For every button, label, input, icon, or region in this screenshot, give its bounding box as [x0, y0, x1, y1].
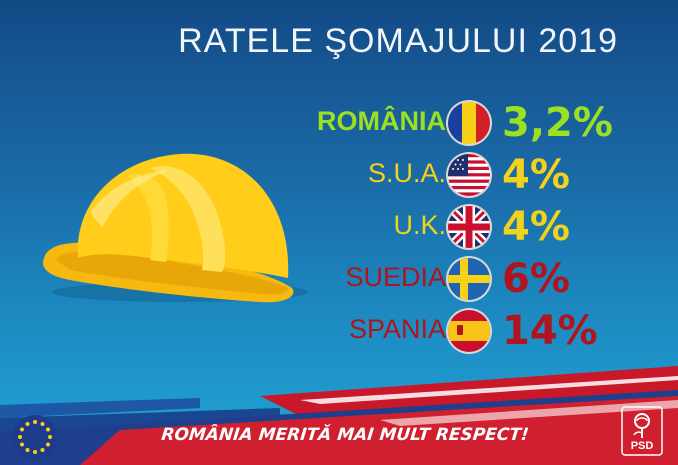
- page-title: RATELE ŞOMAJULUI 2019: [178, 22, 618, 60]
- bottom-banner: [0, 366, 678, 465]
- slogan: ROMÂNIA MERITĂ MAI MULT RESPECT!: [160, 425, 530, 445]
- row-uk: U.K. 4%: [0, 202, 678, 252]
- uk-flag-icon: [446, 204, 492, 250]
- psd-logo-text: PSD: [630, 440, 654, 452]
- rate-value: 4%: [502, 204, 570, 250]
- country-label: S.U.A.: [367, 158, 446, 188]
- country-label: SPANIA: [348, 314, 446, 344]
- country-label: U.K.: [393, 210, 446, 240]
- hard-hat-icon: [43, 153, 308, 303]
- row-romania: ROMÂNIA 3,2%: [0, 98, 678, 148]
- romania-flag-icon: [446, 100, 492, 146]
- country-label: ROMÂNIA: [317, 106, 446, 136]
- row-sweden: SUEDIA 6%: [0, 254, 678, 304]
- rate-value: 6%: [502, 256, 570, 302]
- rate-value: 3,2%: [502, 100, 613, 146]
- psd-rose-logo-icon: [621, 406, 663, 456]
- spain-flag-icon: [446, 308, 492, 354]
- row-usa: S.U.A. 4%: [0, 150, 678, 200]
- country-label: SUEDIA: [345, 262, 446, 292]
- row-spain: SPANIA 14%: [0, 306, 678, 356]
- rate-value: 4%: [502, 152, 570, 198]
- usa-flag-icon: [446, 152, 492, 198]
- sweden-flag-icon: [446, 256, 492, 302]
- eu-stars-icon: [13, 415, 57, 459]
- rate-value: 14%: [502, 308, 598, 354]
